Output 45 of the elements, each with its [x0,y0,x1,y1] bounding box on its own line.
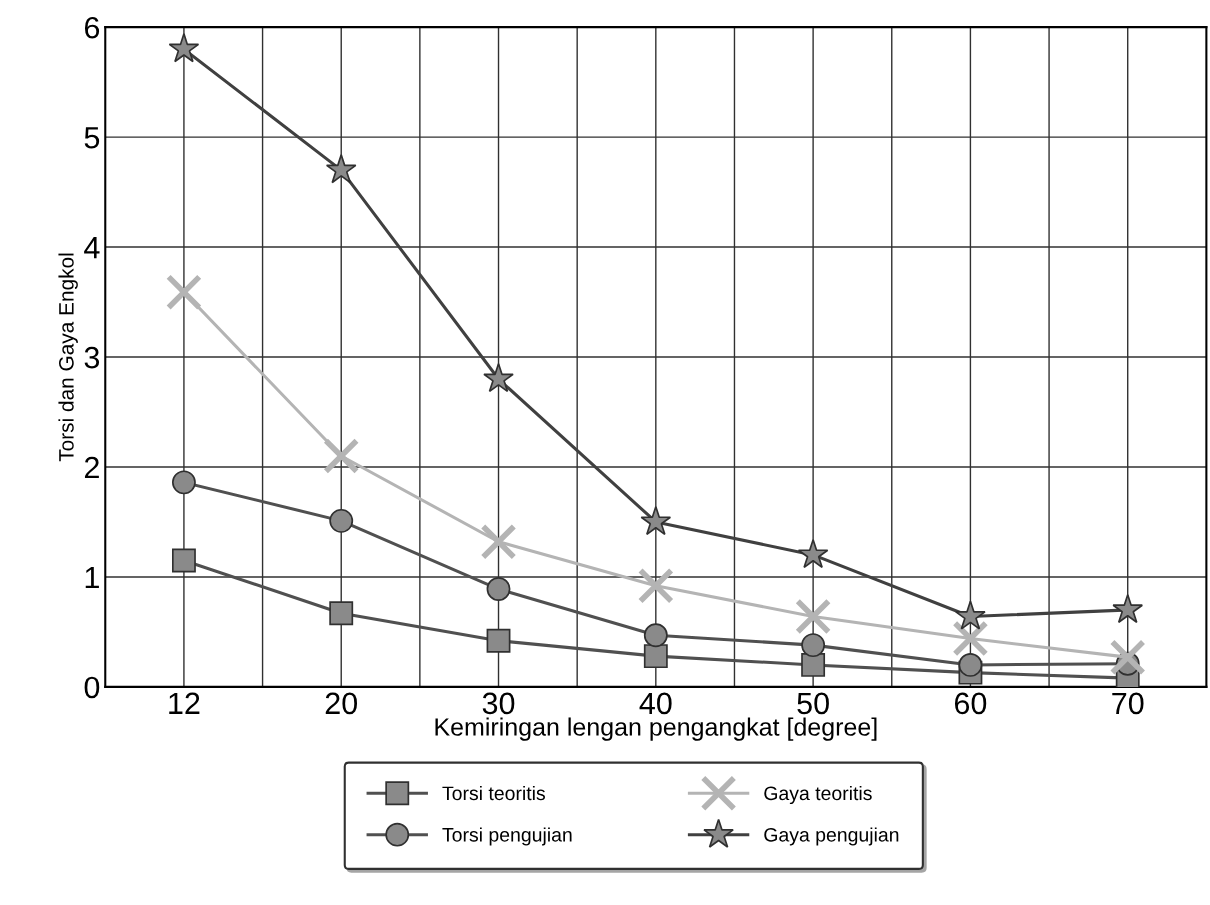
x-tick-label: 40 [639,692,672,715]
x-axis-title: Kemiringan lengan pengangkat [degree] [435,717,877,741]
y-tick-label: 4 [84,237,100,259]
y-tick-label: 0 [84,676,100,699]
point [637,567,674,604]
x-tick-label: 12 [169,692,200,714]
legend-label: Gaya pengujian [764,827,899,846]
point [797,538,829,569]
x-tick-label: 50 [797,692,829,715]
point [165,274,202,311]
x-tick-label: 60 [954,692,987,715]
point [480,523,517,560]
point [1109,639,1146,676]
point [640,505,672,536]
x-tick-label: 30 [482,692,515,715]
point [795,598,832,635]
point [1112,593,1144,624]
point [643,623,668,648]
legend-label: Torsi pengujian [442,827,572,846]
y-tick-label: 5 [84,127,100,149]
y-tick-label: 6 [84,16,100,39]
point [325,153,357,184]
point [329,508,354,533]
point [171,470,196,495]
point [171,548,196,573]
point [323,437,360,475]
legend-label: Torsi teoritis [442,785,545,801]
point [801,633,826,658]
point [329,601,354,626]
point [486,628,511,653]
point [643,644,668,669]
point [486,577,511,601]
y-tick-label: 1 [85,566,99,589]
y-tick-label: 3 [84,346,100,369]
point [483,362,514,393]
point [168,33,200,63]
y-axis-title: Torsi dan Gaya Engkol [58,253,78,462]
x-tick-label: 70 [1112,692,1144,715]
point [955,600,986,630]
point [958,652,983,677]
point [801,652,826,677]
y-tick-label: 2 [84,456,99,479]
legend-label: Gaya teoritis [764,785,872,805]
x-tick-label: 20 [325,692,358,715]
point [952,620,989,657]
